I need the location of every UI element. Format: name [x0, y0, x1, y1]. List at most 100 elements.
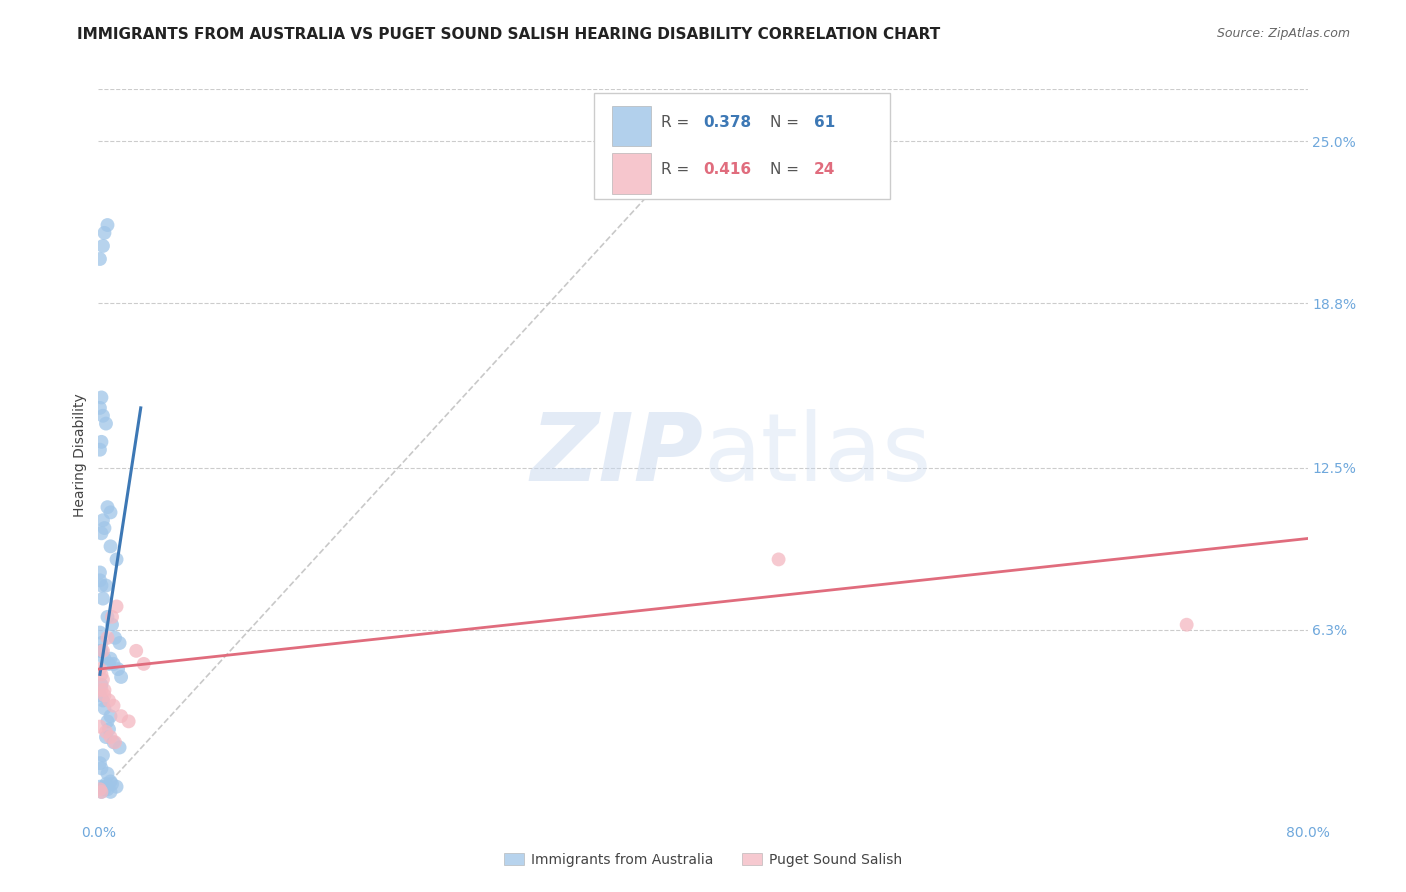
- Point: [100, 709, 122, 723]
- FancyBboxPatch shape: [613, 153, 651, 194]
- Text: 0.416: 0.416: [703, 162, 751, 178]
- Point: [90, 636, 112, 650]
- Point: [89, 780, 111, 794]
- Point: [94, 724, 117, 739]
- Point: [105, 552, 128, 566]
- Point: [118, 714, 141, 729]
- Point: [1175, 617, 1198, 632]
- Point: [89, 662, 111, 676]
- Point: [89, 574, 111, 588]
- Text: atlas: atlas: [703, 409, 931, 501]
- Point: [96, 766, 118, 780]
- Point: [108, 636, 131, 650]
- Point: [89, 252, 111, 266]
- Point: [93, 780, 115, 794]
- Point: [93, 688, 115, 702]
- Text: IMMIGRANTS FROM AUSTRALIA VS PUGET SOUND SALISH HEARING DISABILITY CORRELATION C: IMMIGRANTS FROM AUSTRALIA VS PUGET SOUND…: [77, 27, 941, 42]
- FancyBboxPatch shape: [613, 106, 651, 146]
- Point: [90, 785, 112, 799]
- Point: [91, 239, 114, 253]
- Point: [91, 644, 114, 658]
- Text: Source: ZipAtlas.com: Source: ZipAtlas.com: [1216, 27, 1350, 40]
- Text: N =: N =: [769, 115, 803, 129]
- Point: [96, 631, 118, 645]
- Point: [125, 644, 148, 658]
- Point: [96, 610, 118, 624]
- Point: [103, 657, 125, 671]
- Point: [110, 709, 132, 723]
- Point: [100, 651, 122, 665]
- Point: [90, 667, 112, 681]
- Point: [89, 782, 111, 797]
- Point: [89, 644, 111, 658]
- Point: [98, 723, 121, 737]
- Point: [89, 625, 111, 640]
- Point: [100, 730, 122, 744]
- Point: [93, 683, 115, 698]
- Text: 0.378: 0.378: [703, 115, 751, 129]
- Point: [104, 631, 127, 645]
- Point: [108, 740, 131, 755]
- Point: [93, 782, 115, 797]
- Y-axis label: Hearing Disability: Hearing Disability: [73, 393, 87, 516]
- Point: [96, 500, 118, 515]
- Point: [91, 673, 114, 687]
- Text: ZIP: ZIP: [530, 409, 703, 501]
- Point: [104, 735, 127, 749]
- Point: [98, 693, 121, 707]
- Text: 61: 61: [814, 115, 835, 129]
- Point: [89, 401, 111, 415]
- Point: [90, 526, 112, 541]
- Point: [107, 662, 129, 676]
- Point: [90, 785, 112, 799]
- Text: R =: R =: [661, 162, 693, 178]
- Point: [101, 617, 124, 632]
- Point: [89, 442, 111, 457]
- Point: [132, 657, 155, 671]
- Point: [93, 521, 115, 535]
- Point: [101, 610, 124, 624]
- Point: [94, 417, 117, 431]
- Text: N =: N =: [769, 162, 803, 178]
- Point: [96, 782, 118, 797]
- Point: [89, 688, 111, 702]
- Point: [93, 226, 115, 240]
- Text: 24: 24: [814, 162, 835, 178]
- Point: [768, 552, 790, 566]
- Point: [89, 566, 111, 580]
- Point: [91, 409, 114, 423]
- Point: [98, 657, 121, 671]
- Point: [103, 698, 125, 713]
- Point: [105, 599, 128, 614]
- Point: [94, 578, 117, 592]
- Point: [100, 774, 122, 789]
- Point: [110, 670, 132, 684]
- Point: [90, 434, 112, 449]
- Point: [91, 782, 114, 797]
- FancyBboxPatch shape: [595, 93, 890, 199]
- Point: [90, 391, 112, 405]
- Text: R =: R =: [661, 115, 693, 129]
- Legend: Immigrants from Australia, Puget Sound Salish: Immigrants from Australia, Puget Sound S…: [498, 847, 908, 872]
- Point: [96, 218, 118, 232]
- Point: [100, 785, 122, 799]
- Point: [90, 761, 112, 775]
- Point: [91, 513, 114, 527]
- Point: [100, 505, 122, 519]
- Point: [90, 678, 112, 692]
- Point: [96, 714, 118, 729]
- Point: [93, 701, 115, 715]
- Point: [103, 735, 125, 749]
- Point: [90, 683, 112, 698]
- Point: [90, 578, 112, 592]
- Point: [90, 644, 112, 658]
- Point: [91, 748, 114, 763]
- Point: [94, 730, 117, 744]
- Point: [89, 720, 111, 734]
- Point: [94, 777, 117, 791]
- Point: [93, 651, 115, 665]
- Point: [101, 777, 124, 791]
- Point: [91, 591, 114, 606]
- Point: [89, 756, 111, 771]
- Point: [91, 693, 114, 707]
